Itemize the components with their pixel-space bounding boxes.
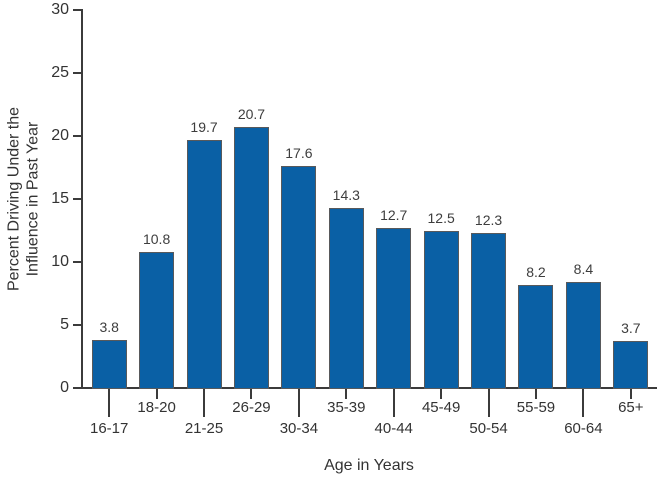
bar-value-label: 12.5 [427, 209, 455, 226]
x-tick [392, 389, 395, 417]
x-tick [155, 389, 158, 399]
bar [186, 139, 222, 389]
bar [518, 284, 554, 389]
x-axis-line [81, 387, 657, 389]
y-tick [73, 387, 82, 389]
x-tick [440, 389, 443, 399]
y-tick [73, 135, 82, 137]
x-tick [487, 389, 490, 417]
x-tick-label: 26-29 [232, 399, 271, 416]
bar [423, 230, 459, 389]
bar [613, 341, 649, 389]
y-tick-label: 10 [51, 253, 69, 270]
y-tick-label: 25 [51, 64, 69, 81]
y-tick [73, 324, 82, 326]
bar-value-label: 20.7 [237, 106, 266, 123]
bar-value-label: 3.8 [99, 319, 119, 336]
bar [471, 233, 507, 389]
x-tick-label: 16-17 [90, 420, 129, 437]
bar [565, 282, 601, 389]
y-tick [73, 9, 82, 11]
x-axis-title: Age in Years [324, 457, 414, 474]
bar [91, 340, 127, 389]
y-tick [73, 261, 82, 263]
y-tick-label: 20 [51, 127, 69, 144]
bar [139, 251, 175, 389]
y-tick-label: 0 [60, 379, 69, 396]
x-tick-label: 21-25 [184, 420, 224, 437]
bar-value-label: 8.4 [573, 261, 594, 278]
x-tick [297, 389, 300, 417]
x-tick [582, 389, 585, 417]
y-tick [73, 72, 82, 74]
x-tick-label: 60-64 [564, 420, 603, 437]
x-tick-label: 65+ [618, 399, 644, 416]
bar [281, 166, 317, 389]
bar [376, 227, 412, 389]
x-tick-label: 45-49 [421, 399, 461, 416]
bar-value-label: 10.8 [142, 230, 171, 247]
x-tick-label: 55-59 [516, 399, 556, 416]
x-tick [250, 389, 253, 399]
x-tick-label: 50-54 [469, 420, 508, 437]
x-tick [629, 389, 632, 399]
x-tick [345, 389, 348, 399]
x-tick-label: 30-34 [279, 420, 319, 437]
y-axis-title-line1: Percent Driving Under the [5, 106, 23, 292]
bar [233, 127, 269, 389]
bar-value-label: 3.7 [621, 320, 641, 337]
y-tick-label: 5 [60, 316, 69, 333]
x-tick [203, 389, 206, 417]
y-tick [73, 198, 82, 200]
y-tick-label: 30 [51, 1, 69, 18]
bar-value-label: 8.2 [526, 263, 546, 280]
bar-value-label: 19.7 [190, 118, 218, 135]
x-tick [108, 389, 111, 417]
x-tick-label: 40-44 [374, 420, 413, 437]
bar-value-label: 14.3 [332, 186, 360, 203]
x-tick [534, 389, 537, 399]
x-tick-label: 18-20 [137, 399, 176, 416]
bar-value-label: 17.6 [285, 145, 313, 162]
bar-value-label: 12.7 [380, 206, 408, 223]
bar [328, 207, 364, 389]
bar-value-label: 12.3 [474, 212, 503, 229]
y-axis-line [81, 9, 83, 389]
y-tick-label: 15 [51, 190, 69, 207]
x-tick-label: 35-39 [327, 399, 366, 416]
